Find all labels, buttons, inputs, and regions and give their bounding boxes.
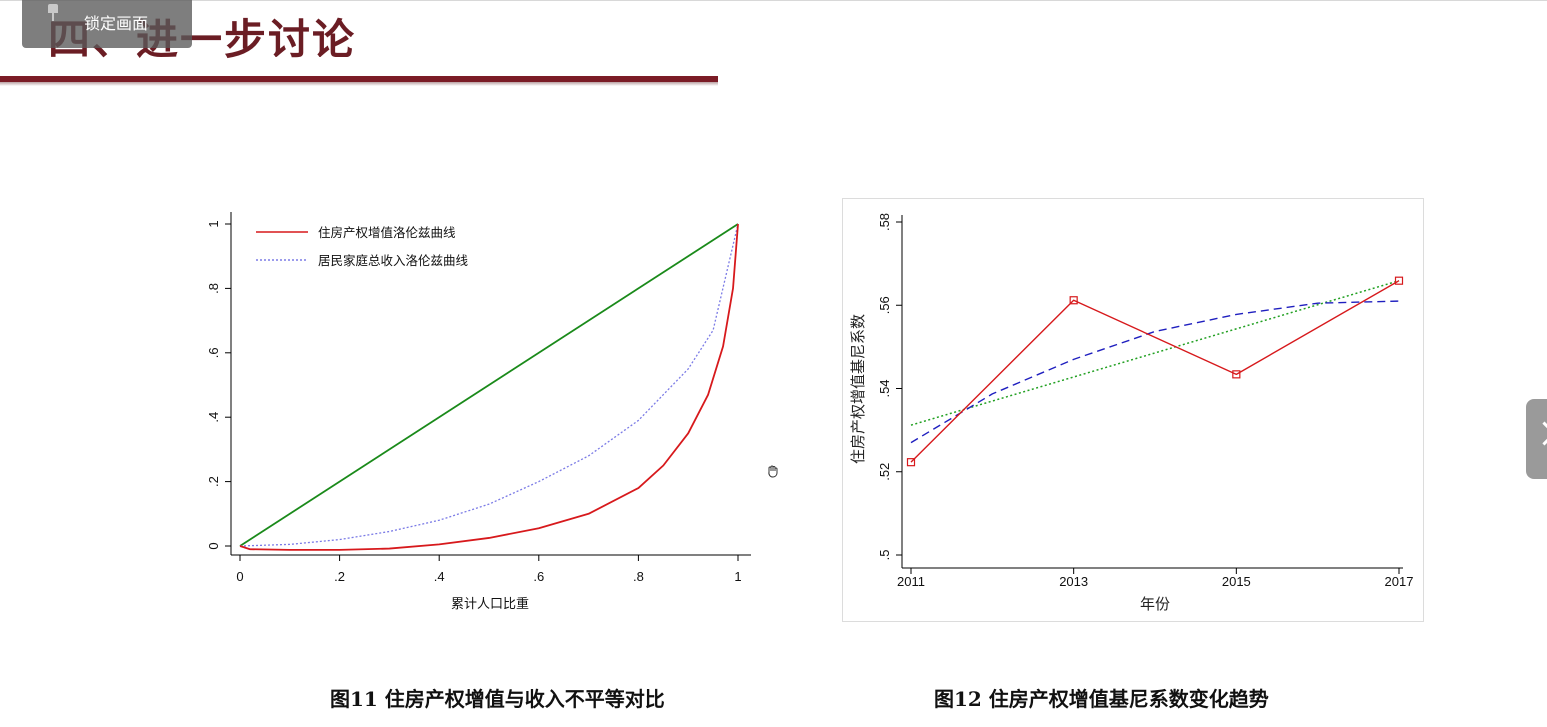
data-point-marker	[1232, 370, 1241, 379]
hand-cursor-icon	[768, 465, 778, 478]
series-line-0	[910, 280, 1400, 463]
y-tick-label: .5	[877, 550, 892, 561]
lorenz-chart-svg: 0 .2 .4 .6 .8 1 0 .2 .4 .6 .8 1 住房产权增值洛伦兹曲线 居民家庭总收入…	[206, 212, 751, 611]
gini-trend-chart: 2011 2013 2015 2017 .5 .52 .54 .56 .58 年份 住房产权增值…	[842, 198, 1424, 622]
lock-screen-label: 锁定画面	[84, 16, 149, 33]
next-slide-button[interactable]	[1526, 399, 1547, 479]
y-tick-label: .54	[877, 379, 892, 397]
series-line-2	[239, 223, 739, 547]
x-axis-title: 累计人口比重	[451, 596, 529, 611]
series-line-1	[239, 223, 739, 547]
x-tick-label: 2017	[1385, 574, 1414, 589]
x-tick-label: .2	[334, 569, 345, 584]
y-tick-label: 1	[206, 220, 221, 227]
x-tick-label: 2011	[897, 574, 925, 589]
data-point-marker	[906, 458, 916, 467]
chevron-right-icon	[1532, 421, 1547, 446]
y-tick-label: .8	[206, 283, 221, 294]
gini-trend-chart-svg: 2011 2013 2015 2017 .5 .52 .54 .56 .58 年份 住房产权增值…	[850, 213, 1414, 613]
legend-label-income: 居民家庭总收入洛伦兹曲线	[318, 253, 469, 268]
y-tick-label: .56	[877, 296, 892, 314]
title-underline-shadow	[0, 82, 718, 86]
y-tick-label: 0	[206, 542, 221, 549]
series-line-2	[910, 279, 1400, 426]
series-line-0	[239, 223, 739, 551]
y-tick-label: .6	[206, 347, 221, 358]
figure-11-caption: 图11 住房产权增值与收入不平等对比	[330, 687, 665, 711]
top-border	[0, 0, 1547, 1]
x-tick-label: .4	[434, 569, 445, 584]
y-axis-title: 住房产权增值基尼系数	[850, 314, 867, 464]
x-tick-label: .8	[633, 569, 644, 584]
y-tick-label: .2	[206, 476, 221, 487]
x-tick-label: 2013	[1059, 574, 1088, 589]
x-axis-title: 年份	[1140, 596, 1170, 613]
y-tick-label: .4	[206, 412, 221, 423]
x-tick-label: 0	[236, 569, 243, 584]
y-tick-label: .58	[877, 213, 892, 231]
pin-icon	[46, 4, 60, 21]
series-line-1	[910, 300, 1400, 444]
x-tick-label: 1	[734, 569, 741, 584]
lock-screen-button[interactable]: 锁定画面	[22, 0, 192, 48]
x-tick-label: .6	[533, 569, 544, 584]
x-tick-label: 2015	[1222, 574, 1251, 589]
figure-12-caption: 图12 住房产权增值基尼系数变化趋势	[934, 687, 1269, 711]
legend-label-housing: 住房产权增值洛伦兹曲线	[318, 225, 456, 240]
data-point-marker	[1394, 276, 1404, 285]
y-tick-label: .52	[877, 463, 892, 481]
lorenz-chart: 0 .2 .4 .6 .8 1 0 .2 .4 .6 .8 1 住房产权增值洛伦兹曲线 居民家庭总收入…	[198, 198, 762, 626]
data-point-marker	[1069, 296, 1078, 305]
title-underline	[0, 76, 718, 82]
